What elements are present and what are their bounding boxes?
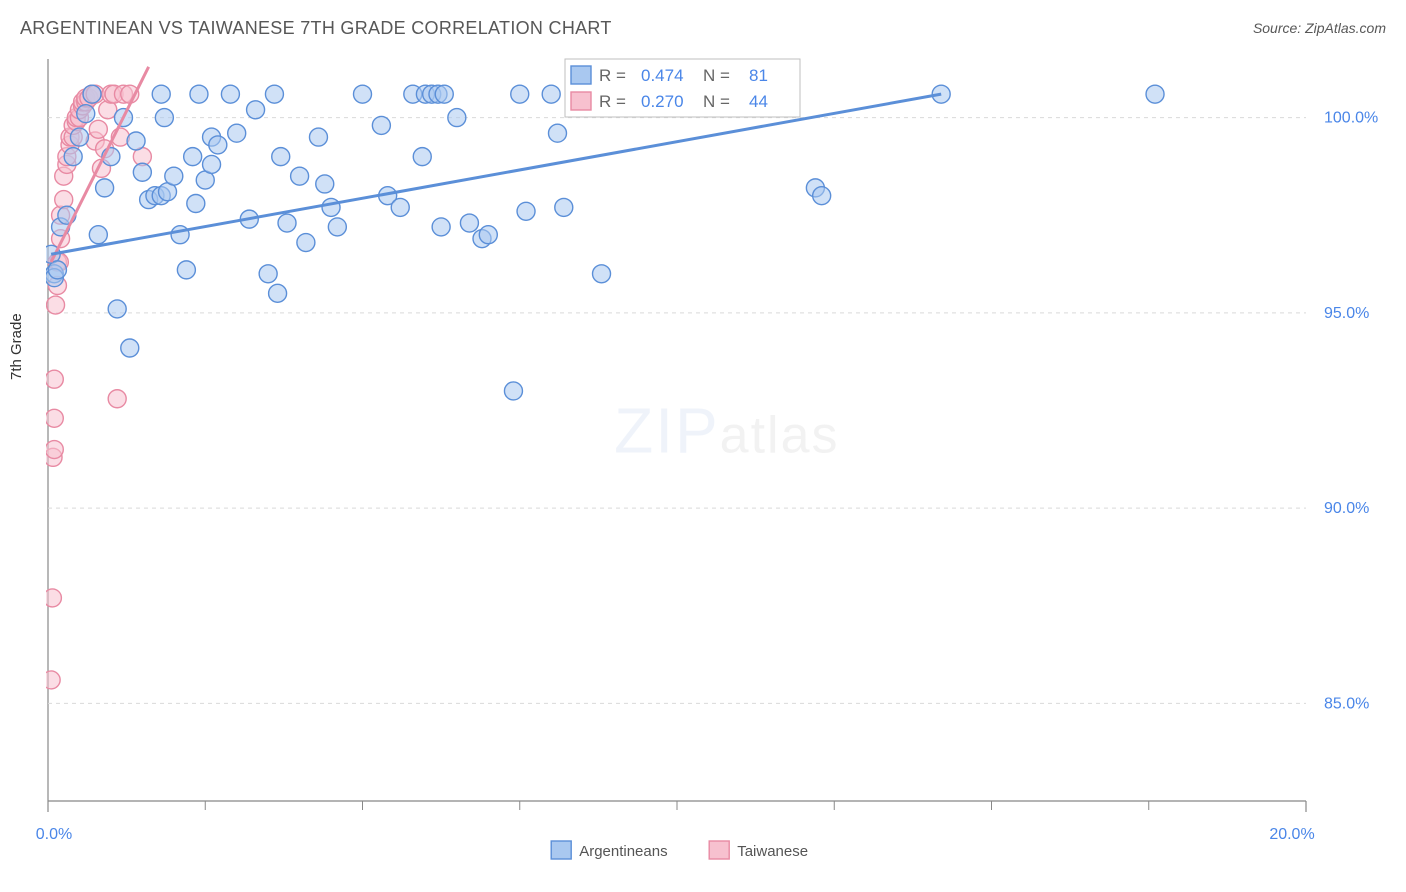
scatter-point: [89, 120, 107, 138]
scatter-point: [316, 175, 334, 193]
scatter-point: [64, 148, 82, 166]
scatter-point: [190, 85, 208, 103]
scatter-point: [542, 85, 560, 103]
scatter-point: [43, 589, 61, 607]
scatter-point: [309, 128, 327, 146]
stats-n-label: N =: [703, 92, 730, 111]
scatter-point: [221, 85, 239, 103]
scatter-point: [121, 339, 139, 357]
legend-label: Taiwanese: [737, 843, 808, 860]
scatter-point: [259, 265, 277, 283]
x-tick-label: 20.0%: [1269, 826, 1314, 843]
scatter-point: [127, 132, 145, 150]
scatter-chart: 85.0% 90.0% 95.0% 100.0% 0.0% 20.0% ZIPatlas R …: [0, 55, 1406, 885]
scatter-point: [511, 85, 529, 103]
scatter-point: [187, 194, 205, 212]
scatter-point: [322, 198, 340, 216]
scatter-point: [297, 234, 315, 252]
scatter-point: [435, 85, 453, 103]
scatter-point: [55, 191, 73, 209]
scatter-point: [165, 167, 183, 185]
stats-r-label: R =: [599, 92, 626, 111]
scatter-point: [203, 155, 221, 173]
scatter-point: [413, 148, 431, 166]
scatter-point: [391, 198, 409, 216]
stats-swatch: [571, 66, 591, 84]
scatter-point: [265, 85, 283, 103]
scatter-point: [83, 85, 101, 103]
scatter-point: [269, 284, 287, 302]
scatter-point: [96, 179, 114, 197]
scatter-point: [448, 109, 466, 127]
scatter-point: [45, 409, 63, 427]
legend-swatch: [709, 841, 729, 859]
watermark: ZIPatlas: [614, 394, 839, 466]
chart-header: ARGENTINEAN VS TAIWANESE 7TH GRADE CORRE…: [20, 18, 1386, 48]
scatter-point: [108, 300, 126, 318]
scatter-point: [555, 198, 573, 216]
scatter-point: [372, 116, 390, 134]
stats-n-value: 81: [749, 66, 768, 85]
scatter-point: [460, 214, 478, 232]
source-label: Source:: [1253, 20, 1305, 36]
y-tick-label: 90.0%: [1324, 500, 1369, 517]
scatter-point: [247, 101, 265, 119]
x-tick-label: 0.0%: [36, 826, 72, 843]
scatter-point: [278, 214, 296, 232]
scatter-point: [432, 218, 450, 236]
scatter-point: [48, 261, 66, 279]
scatter-point: [479, 226, 497, 244]
scatter-point: [89, 226, 107, 244]
scatter-point: [813, 187, 831, 205]
scatter-point: [291, 167, 309, 185]
y-tick-label: 100.0%: [1324, 110, 1378, 127]
stats-swatch: [571, 92, 591, 110]
scatter-point: [108, 390, 126, 408]
source-value: ZipAtlas.com: [1305, 20, 1386, 36]
scatter-point: [70, 128, 88, 146]
chart-area: 85.0% 90.0% 95.0% 100.0% 0.0% 20.0% ZIPatlas R …: [0, 55, 1406, 845]
scatter-point: [77, 105, 95, 123]
scatter-point: [328, 218, 346, 236]
scatter-point: [548, 124, 566, 142]
scatter-point: [272, 148, 290, 166]
legend-label: Argentineans: [579, 843, 667, 860]
stats-r-value: 0.474: [641, 66, 684, 85]
scatter-point: [152, 85, 170, 103]
scatter-point: [155, 109, 173, 127]
legend-swatch: [551, 841, 571, 859]
scatter-point: [228, 124, 246, 142]
source-attribution: Source: ZipAtlas.com: [1253, 20, 1386, 36]
scatter-point: [593, 265, 611, 283]
chart-title: ARGENTINEAN VS TAIWANESE 7TH GRADE CORRE…: [20, 18, 612, 38]
stats-r-label: R =: [599, 66, 626, 85]
stats-n-label: N =: [703, 66, 730, 85]
scatter-point: [45, 370, 63, 388]
scatter-point: [209, 136, 227, 154]
y-tick-label: 95.0%: [1324, 305, 1369, 322]
scatter-point: [177, 261, 195, 279]
scatter-point: [517, 202, 535, 220]
scatter-point: [47, 296, 65, 314]
stats-n-value: 44: [749, 92, 768, 111]
y-tick-label: 85.0%: [1324, 695, 1369, 712]
scatter-point: [1146, 85, 1164, 103]
scatter-point: [42, 671, 60, 689]
stats-r-value: 0.270: [641, 92, 684, 111]
scatter-point: [354, 85, 372, 103]
scatter-point: [184, 148, 202, 166]
scatter-point: [133, 163, 151, 181]
scatter-point: [45, 441, 63, 459]
scatter-point: [504, 382, 522, 400]
